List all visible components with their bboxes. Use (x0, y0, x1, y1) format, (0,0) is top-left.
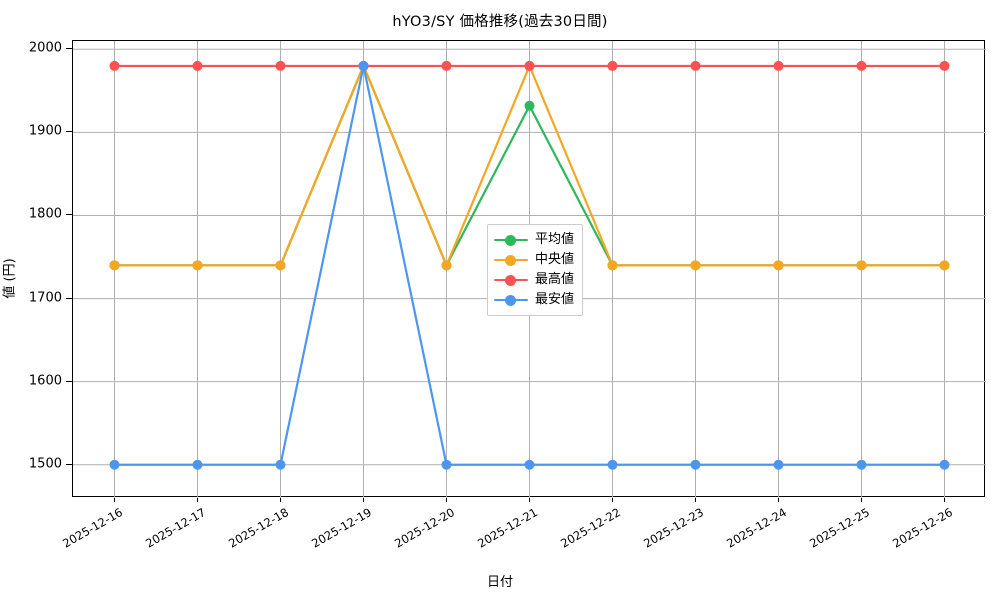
x-tick-mark (694, 497, 696, 502)
x-tick-label: 2025-12-25 (806, 505, 872, 551)
y-tick-label: 1900 (28, 123, 62, 139)
legend-label: 最安値 (535, 292, 575, 307)
data-point[interactable] (773, 60, 784, 71)
x-tick-mark (611, 497, 613, 502)
x-tick-mark (279, 497, 281, 502)
data-point[interactable] (939, 60, 950, 71)
data-point[interactable] (524, 100, 535, 111)
chart-legend[interactable]: 平均値中央値最高値最安値 (487, 224, 584, 316)
x-tick-mark (528, 497, 530, 502)
y-tick-mark (66, 131, 72, 133)
y-tick-label: 2000 (28, 40, 62, 56)
series-lines (109, 60, 950, 470)
data-point[interactable] (856, 260, 867, 271)
y-tick-mark (66, 463, 72, 465)
data-point[interactable] (856, 459, 867, 470)
legend-label: 最高値 (535, 272, 575, 287)
x-tick-label: 2025-12-24 (723, 505, 789, 551)
x-tick-label: 2025-12-23 (640, 505, 706, 551)
data-point[interactable] (441, 260, 452, 271)
data-point[interactable] (607, 60, 618, 71)
y-tick-mark (66, 214, 72, 216)
data-point[interactable] (192, 459, 203, 470)
x-tick-mark (445, 497, 447, 502)
legend-marker-icon (494, 253, 528, 267)
legend-marker-icon (494, 293, 528, 307)
data-point[interactable] (358, 60, 369, 71)
x-tick-mark (362, 497, 364, 502)
x-axis-label: 日付 (486, 575, 513, 590)
data-point[interactable] (192, 60, 203, 71)
y-tick-mark (66, 297, 72, 299)
x-tick-label: 2025-12-18 (225, 505, 291, 551)
x-tick-label: 2025-12-16 (59, 505, 125, 551)
data-point[interactable] (607, 260, 618, 271)
data-point[interactable] (773, 260, 784, 271)
x-tick-mark (860, 497, 862, 502)
legend-label: 中央値 (535, 252, 575, 267)
series-3 (109, 60, 950, 71)
series-4 (109, 60, 950, 470)
data-point[interactable] (690, 60, 701, 71)
data-point[interactable] (690, 260, 701, 271)
data-point[interactable] (441, 60, 452, 71)
data-point[interactable] (275, 459, 286, 470)
y-tick-mark (66, 380, 72, 382)
x-tick-label: 2025-12-17 (142, 505, 208, 551)
plot-area (72, 40, 986, 498)
data-point[interactable] (524, 459, 535, 470)
data-point[interactable] (275, 60, 286, 71)
data-point[interactable] (109, 60, 120, 71)
y-tick-label: 1800 (28, 206, 62, 222)
y-tick-mark (66, 48, 72, 50)
legend-label: 平均値 (535, 232, 575, 247)
x-tick-label: 2025-12-21 (474, 505, 540, 551)
plot-canvas (73, 41, 986, 498)
y-tick-label: 1500 (28, 456, 62, 472)
y-tick-label: 1600 (28, 373, 62, 389)
legend-item-4[interactable]: 最安値 (494, 290, 574, 310)
legend-item-2[interactable]: 中央値 (494, 250, 574, 270)
data-point[interactable] (524, 60, 535, 71)
legend-item-3[interactable]: 最高値 (494, 270, 574, 290)
x-tick-mark (777, 497, 779, 502)
legend-marker-icon (494, 273, 528, 287)
x-tick-label: 2025-12-22 (557, 505, 623, 551)
data-point[interactable] (441, 459, 452, 470)
data-point[interactable] (690, 459, 701, 470)
x-tick-mark (196, 497, 198, 502)
x-tick-mark (113, 497, 115, 502)
y-tick-label: 1700 (28, 290, 62, 306)
data-point[interactable] (856, 60, 867, 71)
x-tick-label: 2025-12-26 (889, 505, 955, 551)
legend-item-1[interactable]: 平均値 (494, 230, 574, 250)
chart-title: hYO3/SY 価格推移(過去30日間) (392, 14, 608, 30)
data-point[interactable] (192, 260, 203, 271)
data-point[interactable] (939, 459, 950, 470)
data-point[interactable] (773, 459, 784, 470)
data-point[interactable] (109, 459, 120, 470)
data-point[interactable] (939, 260, 950, 271)
legend-marker-icon (494, 233, 528, 247)
data-point[interactable] (607, 459, 618, 470)
data-point[interactable] (275, 260, 286, 271)
x-tick-label: 2025-12-19 (308, 505, 374, 551)
x-tick-mark (943, 497, 945, 502)
y-axis-label: 値 (円) (2, 258, 18, 299)
data-point[interactable] (109, 260, 120, 271)
x-tick-label: 2025-12-20 (391, 505, 457, 551)
